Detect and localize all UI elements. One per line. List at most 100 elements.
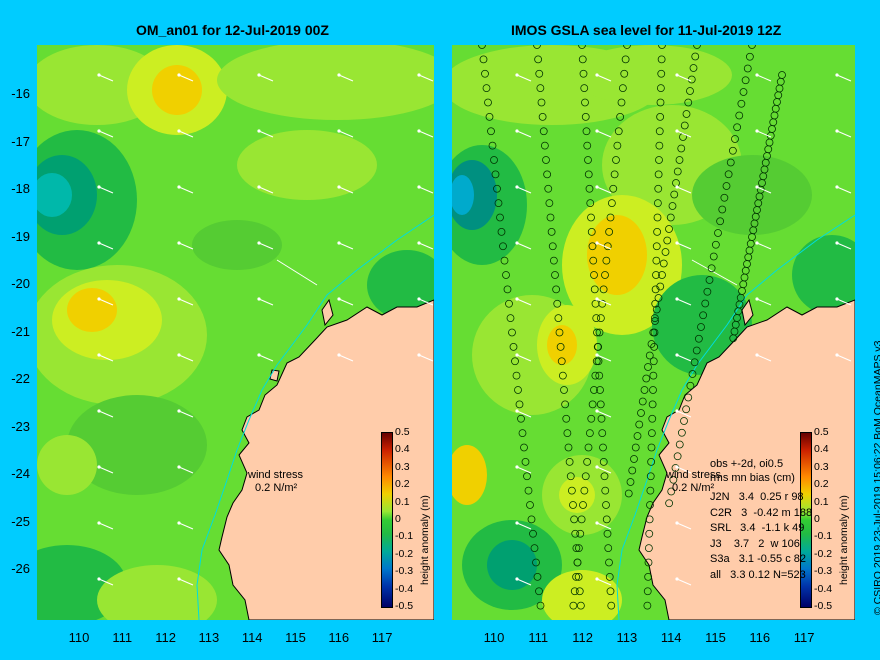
- track-observation-icon: [650, 314, 659, 323]
- track-observation-icon: [645, 529, 654, 538]
- track-observation-icon: [587, 227, 596, 236]
- track-observation-icon: [535, 69, 544, 78]
- track-observation-icon: [578, 55, 587, 64]
- track-observation-icon: [594, 342, 603, 351]
- track-observation-icon: [728, 146, 737, 155]
- track-observation-icon: [667, 487, 676, 496]
- credit-text: © CSIRO 2019 23-Jul-2019 15:06:22 BoM Oc…: [872, 340, 880, 615]
- colorbar-tick-label: -0.4: [395, 582, 414, 595]
- wind-arrow-icon: [418, 354, 434, 362]
- track-observation-icon: [537, 98, 546, 107]
- track-observation-icon: [562, 414, 571, 423]
- track-observation-icon: [548, 242, 557, 251]
- wind-arrow-icon: [676, 466, 692, 474]
- track-observation-icon: [745, 52, 754, 61]
- track-observation-icon: [579, 501, 587, 509]
- track-observation-icon: [726, 158, 735, 167]
- track-observation-icon: [572, 572, 581, 581]
- track-observation-icon: [618, 84, 627, 93]
- wind-arrow-icon: [596, 354, 612, 362]
- track-observation-icon: [684, 98, 693, 107]
- wind-arrow-icon: [516, 410, 532, 418]
- track-observation-icon: [647, 429, 656, 438]
- track-observation-icon: [651, 285, 660, 294]
- track-observation-icon: [733, 123, 742, 132]
- wind-arrow-icon: [516, 130, 532, 138]
- track-observation-icon: [536, 601, 545, 610]
- track-observation-icon: [722, 182, 731, 190]
- track-observation-icon: [490, 156, 498, 164]
- track-observation-icon: [520, 443, 528, 452]
- track-observation-icon: [609, 184, 618, 193]
- wind-arrow-icon: [836, 186, 852, 194]
- track-observation-icon: [556, 342, 565, 351]
- track-observation-icon: [500, 256, 509, 265]
- track-observation-icon: [553, 299, 562, 308]
- track-observation-icon: [669, 475, 678, 484]
- track-observation-icon: [724, 170, 733, 179]
- track-observation-icon: [494, 199, 503, 208]
- track-observation-icon: [735, 111, 744, 120]
- track-observation-icon: [652, 256, 661, 265]
- wind-arrow-icon: [596, 578, 612, 586]
- wind-arrow-icon: [676, 354, 692, 362]
- track-observation-icon: [564, 443, 573, 452]
- track-observation-icon: [645, 351, 654, 360]
- track-observation-icon: [503, 285, 512, 294]
- track-observation-icon: [643, 587, 652, 596]
- wind-arrow-icon: [258, 130, 274, 138]
- colorbar-gradient: [800, 432, 812, 608]
- stats-row: C2R 3 -0.42 m 188: [710, 506, 813, 519]
- track-observation-icon: [580, 486, 589, 495]
- track-observation-icon: [644, 363, 652, 371]
- stats-row: J3 3.7 2 w 106: [710, 537, 800, 550]
- lon-tick-label: 110: [68, 630, 90, 645]
- track-observation-icon: [605, 227, 614, 236]
- wind-arrow-icon: [258, 74, 274, 82]
- right-wind-label: wind stress: [666, 469, 722, 481]
- lon-tick-label: 114: [660, 630, 682, 645]
- track-observation-icon: [645, 515, 654, 524]
- wind-arrow-icon: [338, 354, 354, 362]
- wind-arrow-icon: [676, 130, 692, 138]
- colorbar-tick-label: -0.1: [395, 530, 414, 543]
- wind-arrow-icon: [338, 74, 354, 82]
- wind-arrow-icon: [338, 298, 354, 306]
- wind-arrow-icon: [178, 410, 194, 418]
- wind-arrow-icon: [418, 242, 434, 250]
- track-observation-icon: [675, 440, 684, 449]
- track-observation-icon: [686, 87, 694, 95]
- track-observation-icon: [684, 393, 693, 402]
- track-observation-icon: [651, 299, 660, 308]
- lon-tick-label: 116: [749, 630, 771, 645]
- colorbar-tick-label: 0: [814, 513, 820, 525]
- track-observation-icon: [532, 558, 540, 567]
- track-observation-icon: [543, 170, 552, 179]
- wind-arrow-icon: [676, 74, 692, 82]
- lon-tick-label: 116: [328, 630, 350, 645]
- track-observation-icon: [642, 374, 651, 383]
- left-map-panel: [37, 45, 434, 620]
- lat-tick-label: -24: [11, 466, 30, 481]
- altimeter-track-observations: [478, 45, 786, 610]
- track-observation-icon: [630, 455, 638, 463]
- wind-arrow-icon: [98, 522, 114, 530]
- lon-tick-label: 111: [528, 630, 549, 645]
- wind-arrow-icon: [676, 298, 692, 306]
- stats-row: all 3.3 0.12 N=523: [710, 568, 806, 581]
- right-map-panel: [452, 45, 855, 620]
- stats-row: J2N 3.4 0.25 r 98: [710, 491, 804, 503]
- track-observation-icon: [540, 141, 549, 150]
- lat-tick-label: -25: [11, 513, 30, 529]
- lat-tick-label: -16: [11, 86, 30, 101]
- track-observation-icon: [590, 271, 598, 279]
- track-observation-icon: [488, 141, 497, 150]
- wind-arrow-icon: [338, 242, 354, 250]
- wind-arrow-icon: [676, 410, 692, 418]
- left-wind-arrows: [97, 73, 434, 586]
- track-observation-icon: [716, 217, 725, 226]
- track-observation-icon: [650, 342, 659, 351]
- wind-arrow-icon: [516, 354, 532, 362]
- track-observation-icon: [691, 52, 700, 61]
- track-observation-icon: [673, 452, 682, 461]
